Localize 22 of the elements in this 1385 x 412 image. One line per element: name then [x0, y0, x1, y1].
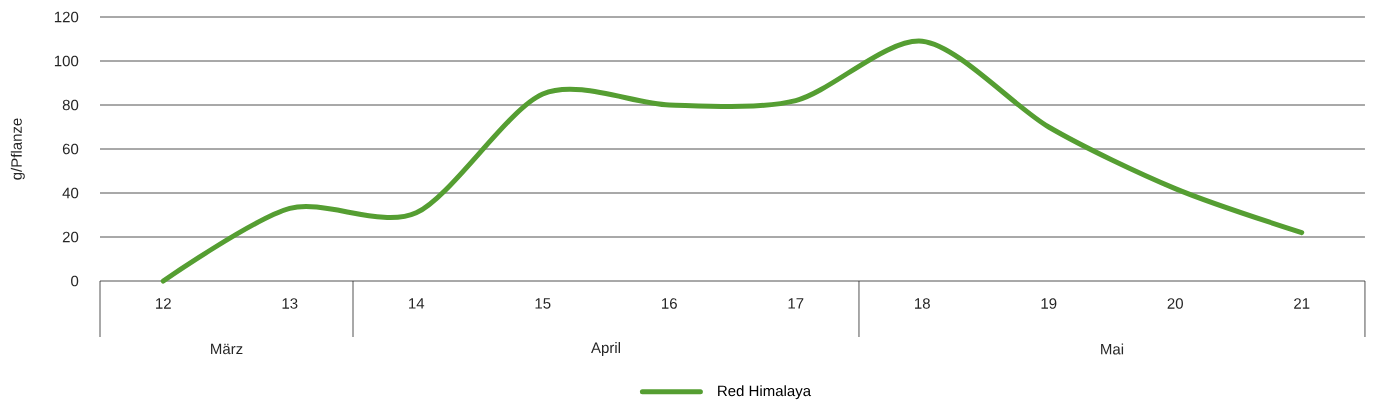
x-tick-label: 13: [282, 298, 298, 309]
y-tick-label: 0: [71, 275, 79, 287]
y-tick-label: 100: [54, 55, 79, 67]
text: März: [211, 343, 243, 355]
legend-label: Red Himalaya: [718, 385, 812, 400]
x-tick-label: 12: [156, 298, 171, 309]
y-axis-title: g/Pflanze: [10, 118, 25, 180]
text: Mai: [1101, 343, 1124, 355]
y-tick-label: 60: [62, 143, 79, 155]
x-tick-label: 16: [662, 298, 677, 309]
x-tick-label: 15: [535, 298, 551, 309]
y-tick-label: 120: [54, 11, 79, 23]
x-tick-label: 19: [1041, 298, 1057, 309]
x-tick-label: 20: [1167, 298, 1183, 309]
x-tick-label: 21: [1294, 298, 1310, 309]
x-tick-label: 14: [409, 298, 425, 309]
text: April: [591, 342, 620, 356]
y-tick-label: 20: [62, 231, 79, 243]
y-tick-label: 40: [62, 187, 79, 199]
x-tick-label: 18: [915, 298, 930, 309]
y-tick-label: 80: [62, 99, 79, 111]
x-tick-label: 17: [788, 298, 804, 309]
